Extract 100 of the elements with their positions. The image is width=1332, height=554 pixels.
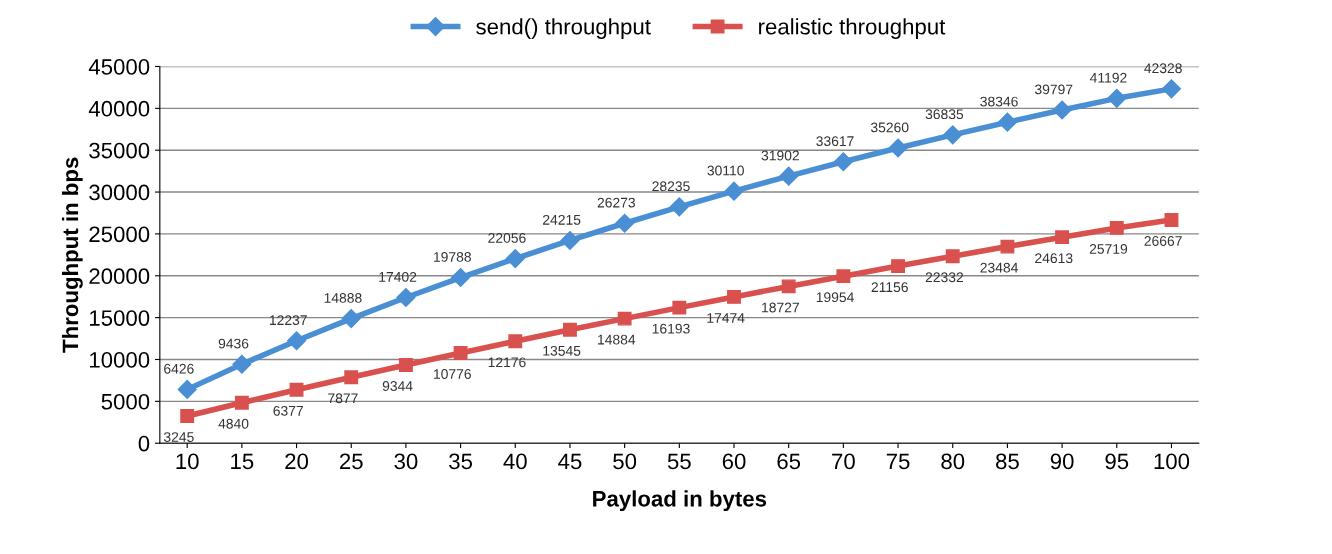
y-axis-title: Throughput in bps xyxy=(61,157,83,353)
x-tick-label: 50 xyxy=(613,453,637,470)
data-label: 42328 xyxy=(1144,63,1182,74)
point xyxy=(563,322,577,337)
point xyxy=(508,334,523,349)
point xyxy=(1107,88,1127,108)
x-axis-title: Payload in bytes xyxy=(593,490,767,512)
point xyxy=(1055,230,1070,245)
y-tick-label: 20000 xyxy=(89,268,150,285)
x-tick-label: 85 xyxy=(996,453,1019,470)
point xyxy=(344,370,359,385)
data-label: 26273 xyxy=(597,197,636,208)
data-label: 4840 xyxy=(218,418,249,429)
y-tick-label: 5000 xyxy=(101,393,150,410)
data-label: 14884 xyxy=(598,334,636,345)
point xyxy=(1000,239,1015,254)
point xyxy=(833,152,853,172)
x-tick-label: 95 xyxy=(1105,453,1129,470)
data-label: 18727 xyxy=(762,302,799,313)
point xyxy=(177,379,197,399)
data-label: 9344 xyxy=(382,381,413,391)
point xyxy=(672,300,687,315)
data-label: 35260 xyxy=(870,122,909,133)
point xyxy=(669,197,689,217)
data-label: 13545 xyxy=(543,345,581,356)
data-label: 33617 xyxy=(816,136,854,147)
data-label: 31902 xyxy=(761,150,799,161)
data-label: 23484 xyxy=(980,262,1018,273)
point xyxy=(1164,213,1179,227)
data-label: 9436 xyxy=(218,338,249,349)
data-label: 19788 xyxy=(434,251,471,262)
point xyxy=(891,259,905,274)
point xyxy=(341,309,361,329)
point xyxy=(615,213,635,233)
x-tick-label: 15 xyxy=(231,453,254,470)
data-label: 24613 xyxy=(1035,253,1073,264)
data-label: 19954 xyxy=(816,292,854,303)
y-tick-label: 45000 xyxy=(88,59,150,75)
data-label: 26667 xyxy=(1144,236,1182,246)
data-label: 12237 xyxy=(269,315,307,326)
x-tick-label: 55 xyxy=(667,453,691,470)
x-tick-label: 20 xyxy=(285,453,309,470)
data-label: 38346 xyxy=(980,96,1018,107)
x-tick-label: 35 xyxy=(449,453,473,470)
x-tick-label: 45 xyxy=(558,453,582,470)
data-label: 41192 xyxy=(1089,72,1127,83)
y-tick-label: 40000 xyxy=(88,100,150,117)
point xyxy=(451,268,471,288)
x-tick-label: 100 xyxy=(1154,453,1190,470)
x-tick-label: 70 xyxy=(832,453,855,470)
legend-label: realistic throughput xyxy=(759,18,946,39)
data-label: 14888 xyxy=(324,293,362,303)
point xyxy=(727,289,741,304)
x-tick-label: 25 xyxy=(339,453,363,470)
y-tick-label: 0 xyxy=(138,435,150,452)
data-label: 28235 xyxy=(652,181,690,192)
point xyxy=(779,166,799,186)
data-label: 39797 xyxy=(1034,84,1073,95)
x-tick-label: 30 xyxy=(394,453,418,470)
point xyxy=(617,311,632,326)
x-tick-label: 65 xyxy=(777,453,801,470)
x-tick-label: 75 xyxy=(886,453,910,470)
point xyxy=(836,269,851,284)
data-label: 10776 xyxy=(434,369,471,379)
point xyxy=(398,358,413,372)
point xyxy=(505,249,525,269)
data-label: 22056 xyxy=(488,233,526,243)
y-tick-label: 30000 xyxy=(89,184,150,201)
x-tick-label: 40 xyxy=(503,453,527,470)
point xyxy=(453,346,468,360)
point xyxy=(560,230,580,251)
data-label: 6426 xyxy=(164,363,194,374)
point xyxy=(945,249,960,264)
point xyxy=(232,354,252,374)
data-label: 7877 xyxy=(328,393,358,404)
point xyxy=(724,181,744,201)
data-label: 6377 xyxy=(273,405,303,416)
point xyxy=(396,287,416,308)
x-tick-label: 90 xyxy=(1050,453,1074,470)
point xyxy=(289,382,304,397)
y-tick-label: 25000 xyxy=(89,226,150,243)
legend-label: send() throughput xyxy=(476,18,651,39)
point xyxy=(180,409,195,423)
data-label: 16193 xyxy=(652,323,690,334)
point xyxy=(1161,79,1181,99)
point xyxy=(1109,220,1124,235)
data-label: 24215 xyxy=(543,214,581,225)
x-tick-label: 10 xyxy=(176,453,199,470)
point xyxy=(997,112,1017,132)
y-tick-label: 10000 xyxy=(90,352,150,368)
point xyxy=(1052,100,1072,120)
point xyxy=(234,395,249,410)
data-label: 25719 xyxy=(1089,244,1128,254)
data-label: 12176 xyxy=(488,357,526,368)
data-label: 21156 xyxy=(871,282,908,293)
x-tick-label: 60 xyxy=(722,453,746,470)
point xyxy=(888,138,908,158)
y-tick-label: 35000 xyxy=(89,142,150,159)
point xyxy=(781,279,796,294)
x-tick-label: 80 xyxy=(941,453,965,470)
